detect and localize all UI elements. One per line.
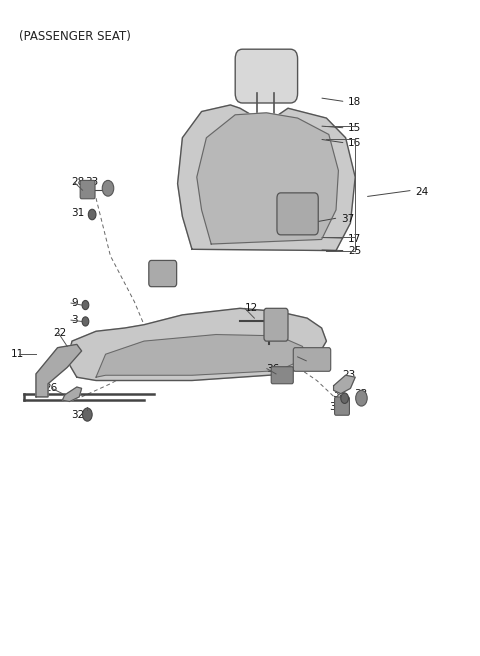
Text: 35: 35 bbox=[152, 261, 165, 272]
Text: 24: 24 bbox=[415, 186, 429, 197]
Text: 9: 9 bbox=[71, 298, 78, 308]
Text: 32: 32 bbox=[71, 410, 84, 420]
Text: 17: 17 bbox=[348, 234, 361, 244]
Text: 28: 28 bbox=[71, 177, 84, 188]
Text: 16: 16 bbox=[348, 138, 361, 148]
FancyBboxPatch shape bbox=[264, 308, 288, 341]
Text: 31: 31 bbox=[329, 402, 343, 413]
Circle shape bbox=[356, 390, 367, 406]
Circle shape bbox=[82, 300, 89, 310]
FancyBboxPatch shape bbox=[235, 49, 298, 103]
FancyBboxPatch shape bbox=[149, 260, 177, 287]
Text: 26: 26 bbox=[44, 383, 58, 394]
Text: 36: 36 bbox=[266, 363, 280, 374]
Text: 25: 25 bbox=[348, 246, 361, 256]
Text: 30: 30 bbox=[332, 388, 345, 399]
Text: 18: 18 bbox=[348, 96, 361, 107]
Circle shape bbox=[88, 209, 96, 220]
Polygon shape bbox=[62, 387, 82, 401]
Circle shape bbox=[102, 180, 114, 196]
Text: 15: 15 bbox=[348, 123, 361, 133]
Polygon shape bbox=[334, 375, 355, 394]
Text: (PASSENGER SEAT): (PASSENGER SEAT) bbox=[19, 30, 131, 43]
FancyBboxPatch shape bbox=[293, 348, 331, 371]
Text: 23: 23 bbox=[342, 370, 355, 380]
FancyBboxPatch shape bbox=[277, 193, 318, 235]
FancyBboxPatch shape bbox=[271, 367, 293, 384]
Text: 12: 12 bbox=[245, 303, 258, 314]
FancyBboxPatch shape bbox=[80, 180, 95, 199]
Circle shape bbox=[82, 317, 89, 326]
Polygon shape bbox=[36, 344, 82, 397]
Polygon shape bbox=[96, 335, 307, 377]
Text: 31: 31 bbox=[71, 207, 84, 218]
Text: 11: 11 bbox=[11, 349, 24, 359]
Text: 3: 3 bbox=[71, 315, 78, 325]
Polygon shape bbox=[197, 113, 338, 244]
FancyBboxPatch shape bbox=[335, 397, 349, 415]
Polygon shape bbox=[178, 105, 355, 251]
Text: 19: 19 bbox=[297, 352, 310, 362]
Circle shape bbox=[83, 408, 92, 421]
Text: 22: 22 bbox=[53, 328, 66, 338]
Text: 33: 33 bbox=[354, 388, 368, 399]
Text: 33: 33 bbox=[85, 177, 99, 188]
Polygon shape bbox=[67, 308, 326, 380]
Text: 37: 37 bbox=[341, 214, 354, 224]
Circle shape bbox=[341, 393, 348, 403]
